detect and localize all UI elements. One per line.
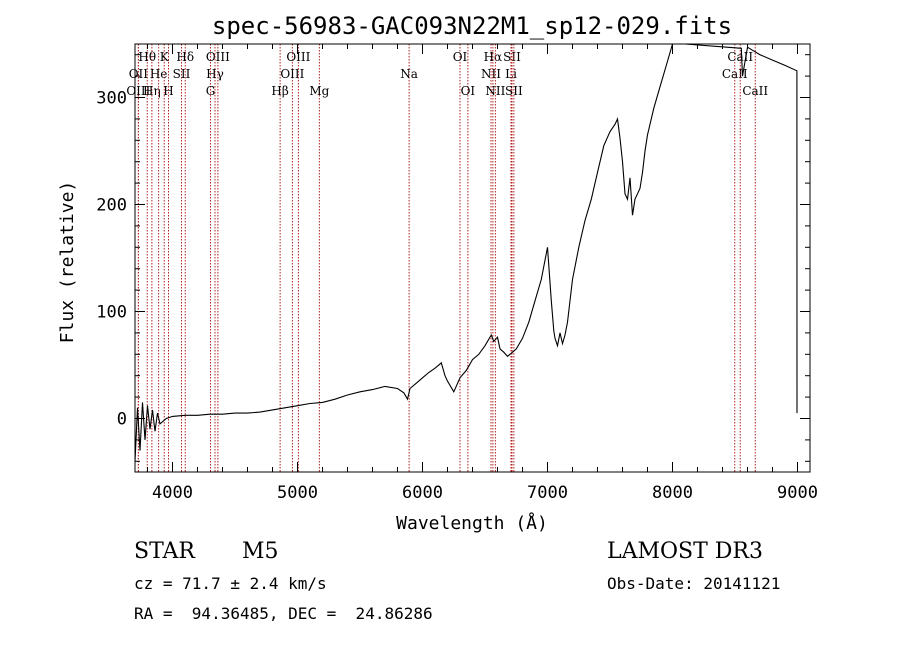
line-marker-label: OI (461, 84, 476, 98)
y-tick-label: 100 (96, 303, 127, 323)
line-marker-label: K (160, 50, 170, 64)
plot-frame (134, 43, 811, 473)
x-tick-label: 4000 (152, 483, 193, 503)
line-marker-label: Hδ (176, 50, 194, 64)
x-tick-label: 8000 (652, 483, 693, 503)
line-marker-label: SII (505, 84, 523, 98)
line-marker-label: Hβ (271, 84, 288, 98)
axis-ticks: 4000 5000 6000 7000 8000 9000 0 100 200 300 (96, 44, 818, 503)
line-marker-label: Na (400, 67, 418, 81)
line-marker-label: OIII (206, 50, 230, 64)
line-marker-label: OIII (280, 67, 304, 81)
chart-title: spec-56983-GAC093N22M1_sp12-029.fits (212, 12, 732, 40)
y-tick-label: 300 (96, 89, 127, 109)
line-marker-label: Hη (143, 84, 161, 98)
line-marker-label: CaII (722, 67, 748, 81)
line-marker-label: NII (485, 84, 505, 98)
ra-dec: RA = 94.36485, DEC = 24.86286 (134, 604, 433, 623)
line-marker-label: OI (453, 50, 468, 64)
y-tick-label: 200 (96, 196, 127, 216)
x-tick-label: 5000 (277, 483, 318, 503)
survey-name: LAMOST DR3 (607, 539, 763, 564)
flux-series-line (134, 43, 798, 462)
line-marker-label: Hθ (138, 50, 156, 64)
line-marker-label: SII (173, 67, 191, 81)
line-marker-label: Hγ (206, 67, 224, 81)
class-type: STAR (134, 539, 195, 564)
y-tick-label: 0 (117, 410, 127, 430)
line-marker-label: Mg (309, 84, 329, 98)
x-tick-label: 9000 (777, 483, 818, 503)
line-marker-label: NII (481, 67, 501, 81)
line-marker-label: CaII (742, 84, 768, 98)
x-axis-label: Wavelength (Å) (396, 512, 548, 534)
line-marker-label: CaII (727, 50, 753, 64)
redshift-cz: cz = 71.7 ± 2.4 km/s (134, 574, 327, 593)
line-marker-label: SII (503, 50, 521, 64)
obs-date: Obs-Date: 20141121 (607, 574, 781, 593)
line-marker-label: Hα (484, 50, 503, 64)
line-marker-label: OIII (126, 84, 150, 98)
x-tick-label: 6000 (402, 483, 443, 503)
y-axis-label: Flux (relative) (57, 181, 78, 344)
subclass: M5 (242, 539, 279, 564)
line-marker-label: OIII (286, 50, 310, 64)
line-marker-label: H (163, 84, 173, 98)
line-marker-label: G (206, 84, 216, 98)
x-tick-label: 7000 (527, 483, 568, 503)
line-marker-label: Li (505, 67, 517, 81)
line-marker-label: He (150, 67, 168, 81)
